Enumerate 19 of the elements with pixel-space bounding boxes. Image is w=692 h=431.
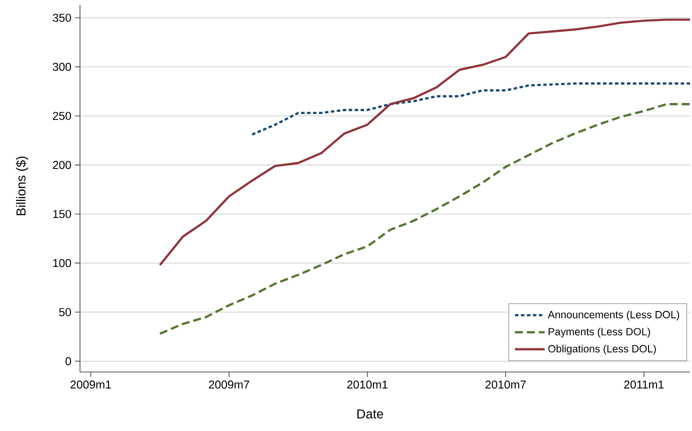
y-axis-title: Billions ($) [16, 156, 28, 216]
y-tick-label: 200 [52, 160, 72, 169]
y-tick-label: 150 [53, 210, 72, 218]
y-tick-label: 50 [59, 308, 72, 316]
x-tick-label: 2009m7 [208, 380, 250, 389]
legend-label: Payments (Less DOL) [548, 328, 650, 338]
legend-label: Announcements (Less DOL) [548, 310, 680, 320]
y-tick-label: 250 [52, 112, 72, 120]
line-series [158, 18, 690, 266]
y-tick-label: 0 [66, 357, 72, 366]
x-axis-title: Date [357, 409, 384, 419]
y-tick-label: 100 [53, 259, 72, 268]
x-tick-label: 2010m1 [347, 380, 388, 389]
x-tick-label: 2009m1 [70, 380, 111, 389]
x-tick-label: 2011m1 [624, 380, 664, 389]
y-tick-label: 300 [52, 62, 72, 71]
x-tick-label: 2010m7 [486, 380, 526, 389]
y-tick-label: 350 [52, 14, 72, 22]
legend-label: Obligations (Less DOL) [548, 344, 656, 354]
